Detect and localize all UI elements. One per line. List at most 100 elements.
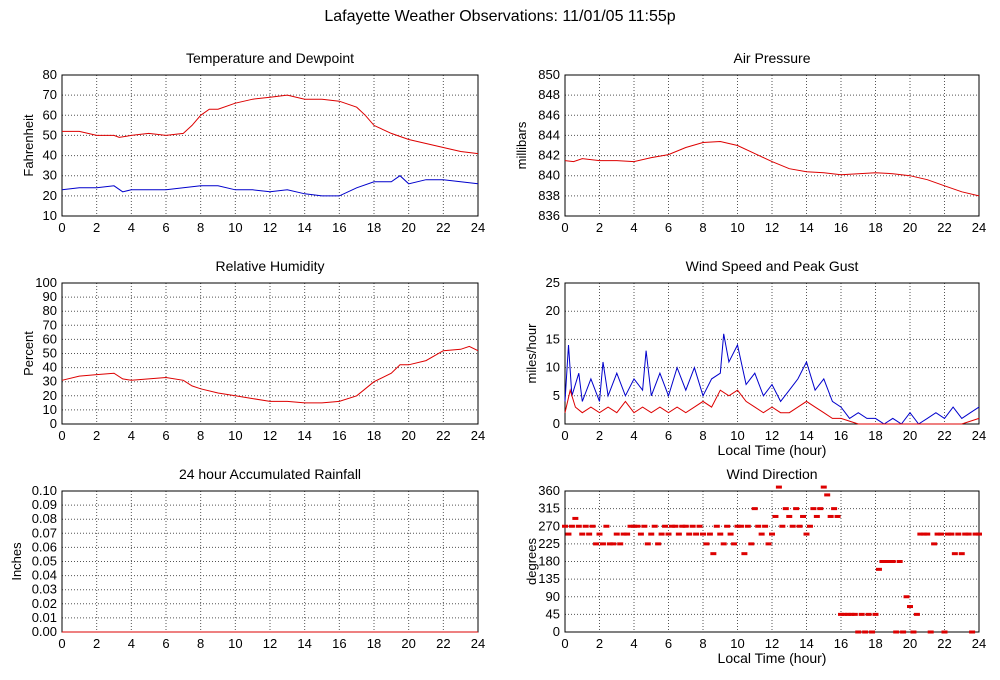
rain-xtick-label: 16 (332, 636, 346, 651)
rain-xtick-label: 24 (471, 636, 485, 651)
dir-point (693, 532, 700, 536)
dir-point (875, 567, 882, 571)
temp-series-line-0 (62, 94, 479, 155)
dir-point (727, 532, 734, 536)
dir-point (958, 552, 965, 556)
pressure-series-line-0 (564, 140, 980, 197)
temp-ytick-label: 20 (43, 188, 57, 203)
dir-point (737, 524, 744, 528)
rain-ytick-label: 0.09 (32, 497, 57, 512)
rh-xtick-label: 6 (162, 428, 169, 443)
dir-point (869, 630, 876, 634)
dir-point (755, 524, 762, 528)
rh-ytick-label: 70 (43, 317, 57, 332)
dir-point (879, 560, 886, 563)
rh-ytick-label: 0 (50, 416, 57, 431)
wind-xtick-label: 0 (561, 428, 568, 443)
dir-point (606, 542, 613, 546)
rain-ylabel: Inches (9, 542, 24, 581)
dir-xtick-label: 2 (596, 636, 603, 651)
dir-point (855, 630, 862, 634)
rh-series-line-0 (61, 345, 479, 404)
dir-point (882, 560, 889, 563)
dir-point (734, 524, 741, 528)
dir-point (834, 514, 841, 518)
rain-ytick-label: 0.00 (32, 624, 57, 639)
pressure-xtick-label: 4 (630, 220, 637, 235)
pressure-ytick-label: 838 (538, 188, 560, 203)
dir-point (948, 532, 955, 536)
dir-xtick-label: 12 (765, 636, 779, 651)
dir-point (786, 514, 793, 518)
rain-title: 24 hour Accumulated Rainfall (179, 466, 361, 482)
temp-xtick-label: 4 (128, 220, 135, 235)
dir-point (848, 612, 855, 616)
dir-point (710, 552, 717, 556)
dir-point (782, 507, 789, 511)
pressure-title: Air Pressure (733, 50, 810, 66)
temp-ytick-label: 60 (43, 107, 57, 122)
temp-ytick-label: 80 (43, 67, 57, 82)
dir-point (758, 532, 765, 536)
temp-plot-frame (61, 74, 479, 217)
dir-point (679, 524, 686, 528)
rh-ytick-label: 30 (43, 374, 57, 389)
dir-point (582, 524, 589, 528)
wind-xtick-label: 12 (765, 428, 779, 443)
pressure-xtick-label: 18 (868, 220, 882, 235)
rain-xtick-label: 2 (93, 636, 100, 651)
rh-xtick-label: 16 (332, 428, 346, 443)
dir-point (838, 612, 844, 616)
dir-point (910, 630, 917, 634)
rh-ytick-label: 100 (35, 275, 57, 290)
dir-point (779, 524, 786, 528)
dir-point (924, 532, 931, 536)
dir-point (789, 524, 796, 528)
dir-point (944, 532, 951, 536)
dir-ytick-label: 225 (538, 536, 560, 551)
dir-point (938, 532, 945, 536)
dir-title: Wind Direction (726, 466, 817, 482)
dir-point (641, 524, 648, 528)
pressure-plot-frame (564, 74, 980, 217)
dir-ytick-label: 180 (538, 554, 560, 569)
temp-xtick-label: 10 (228, 220, 242, 235)
dir-point (772, 514, 779, 518)
dir-point (796, 524, 803, 528)
wind-plot-frame (564, 282, 980, 425)
dir-point (817, 507, 824, 511)
dir-point (634, 524, 641, 528)
dir-xtick-label: 8 (699, 636, 706, 651)
dir-point (969, 630, 976, 634)
dir-xtick-label: 4 (630, 636, 637, 651)
dir-point (686, 532, 693, 536)
temp-xtick-label: 18 (367, 220, 381, 235)
rh-ytick-label: 10 (43, 402, 57, 417)
dir-point (665, 532, 672, 536)
pressure-xtick-label: 12 (765, 220, 779, 235)
dir-xtick-label: 24 (972, 636, 986, 651)
dir-point (824, 493, 831, 497)
wind-ytick-label: 20 (546, 303, 560, 318)
wind-ytick-label: 15 (546, 331, 560, 346)
rh-xtick-label: 18 (367, 428, 381, 443)
dir-point (613, 532, 620, 536)
wind-ylabel: miles/hour (524, 323, 539, 384)
wind-xtick-label: 16 (834, 428, 848, 443)
rh-xtick-label: 4 (128, 428, 135, 443)
dir-point (731, 542, 738, 546)
pressure-ytick-label: 836 (538, 208, 560, 223)
dir-point (696, 524, 703, 528)
dir-point (951, 552, 958, 556)
pressure-xtick-label: 20 (903, 220, 917, 235)
temp-xtick-label: 20 (401, 220, 415, 235)
temp-xtick-label: 6 (162, 220, 169, 235)
dir-point (872, 612, 879, 616)
dir-ytick-label: 315 (538, 501, 560, 516)
dir-point (596, 532, 603, 536)
dir-point (624, 532, 631, 536)
dir-point (765, 542, 772, 546)
wind-xlabel: Local Time (hour) (718, 442, 827, 458)
pressure-xtick-label: 14 (799, 220, 813, 235)
dir-point (717, 532, 724, 536)
